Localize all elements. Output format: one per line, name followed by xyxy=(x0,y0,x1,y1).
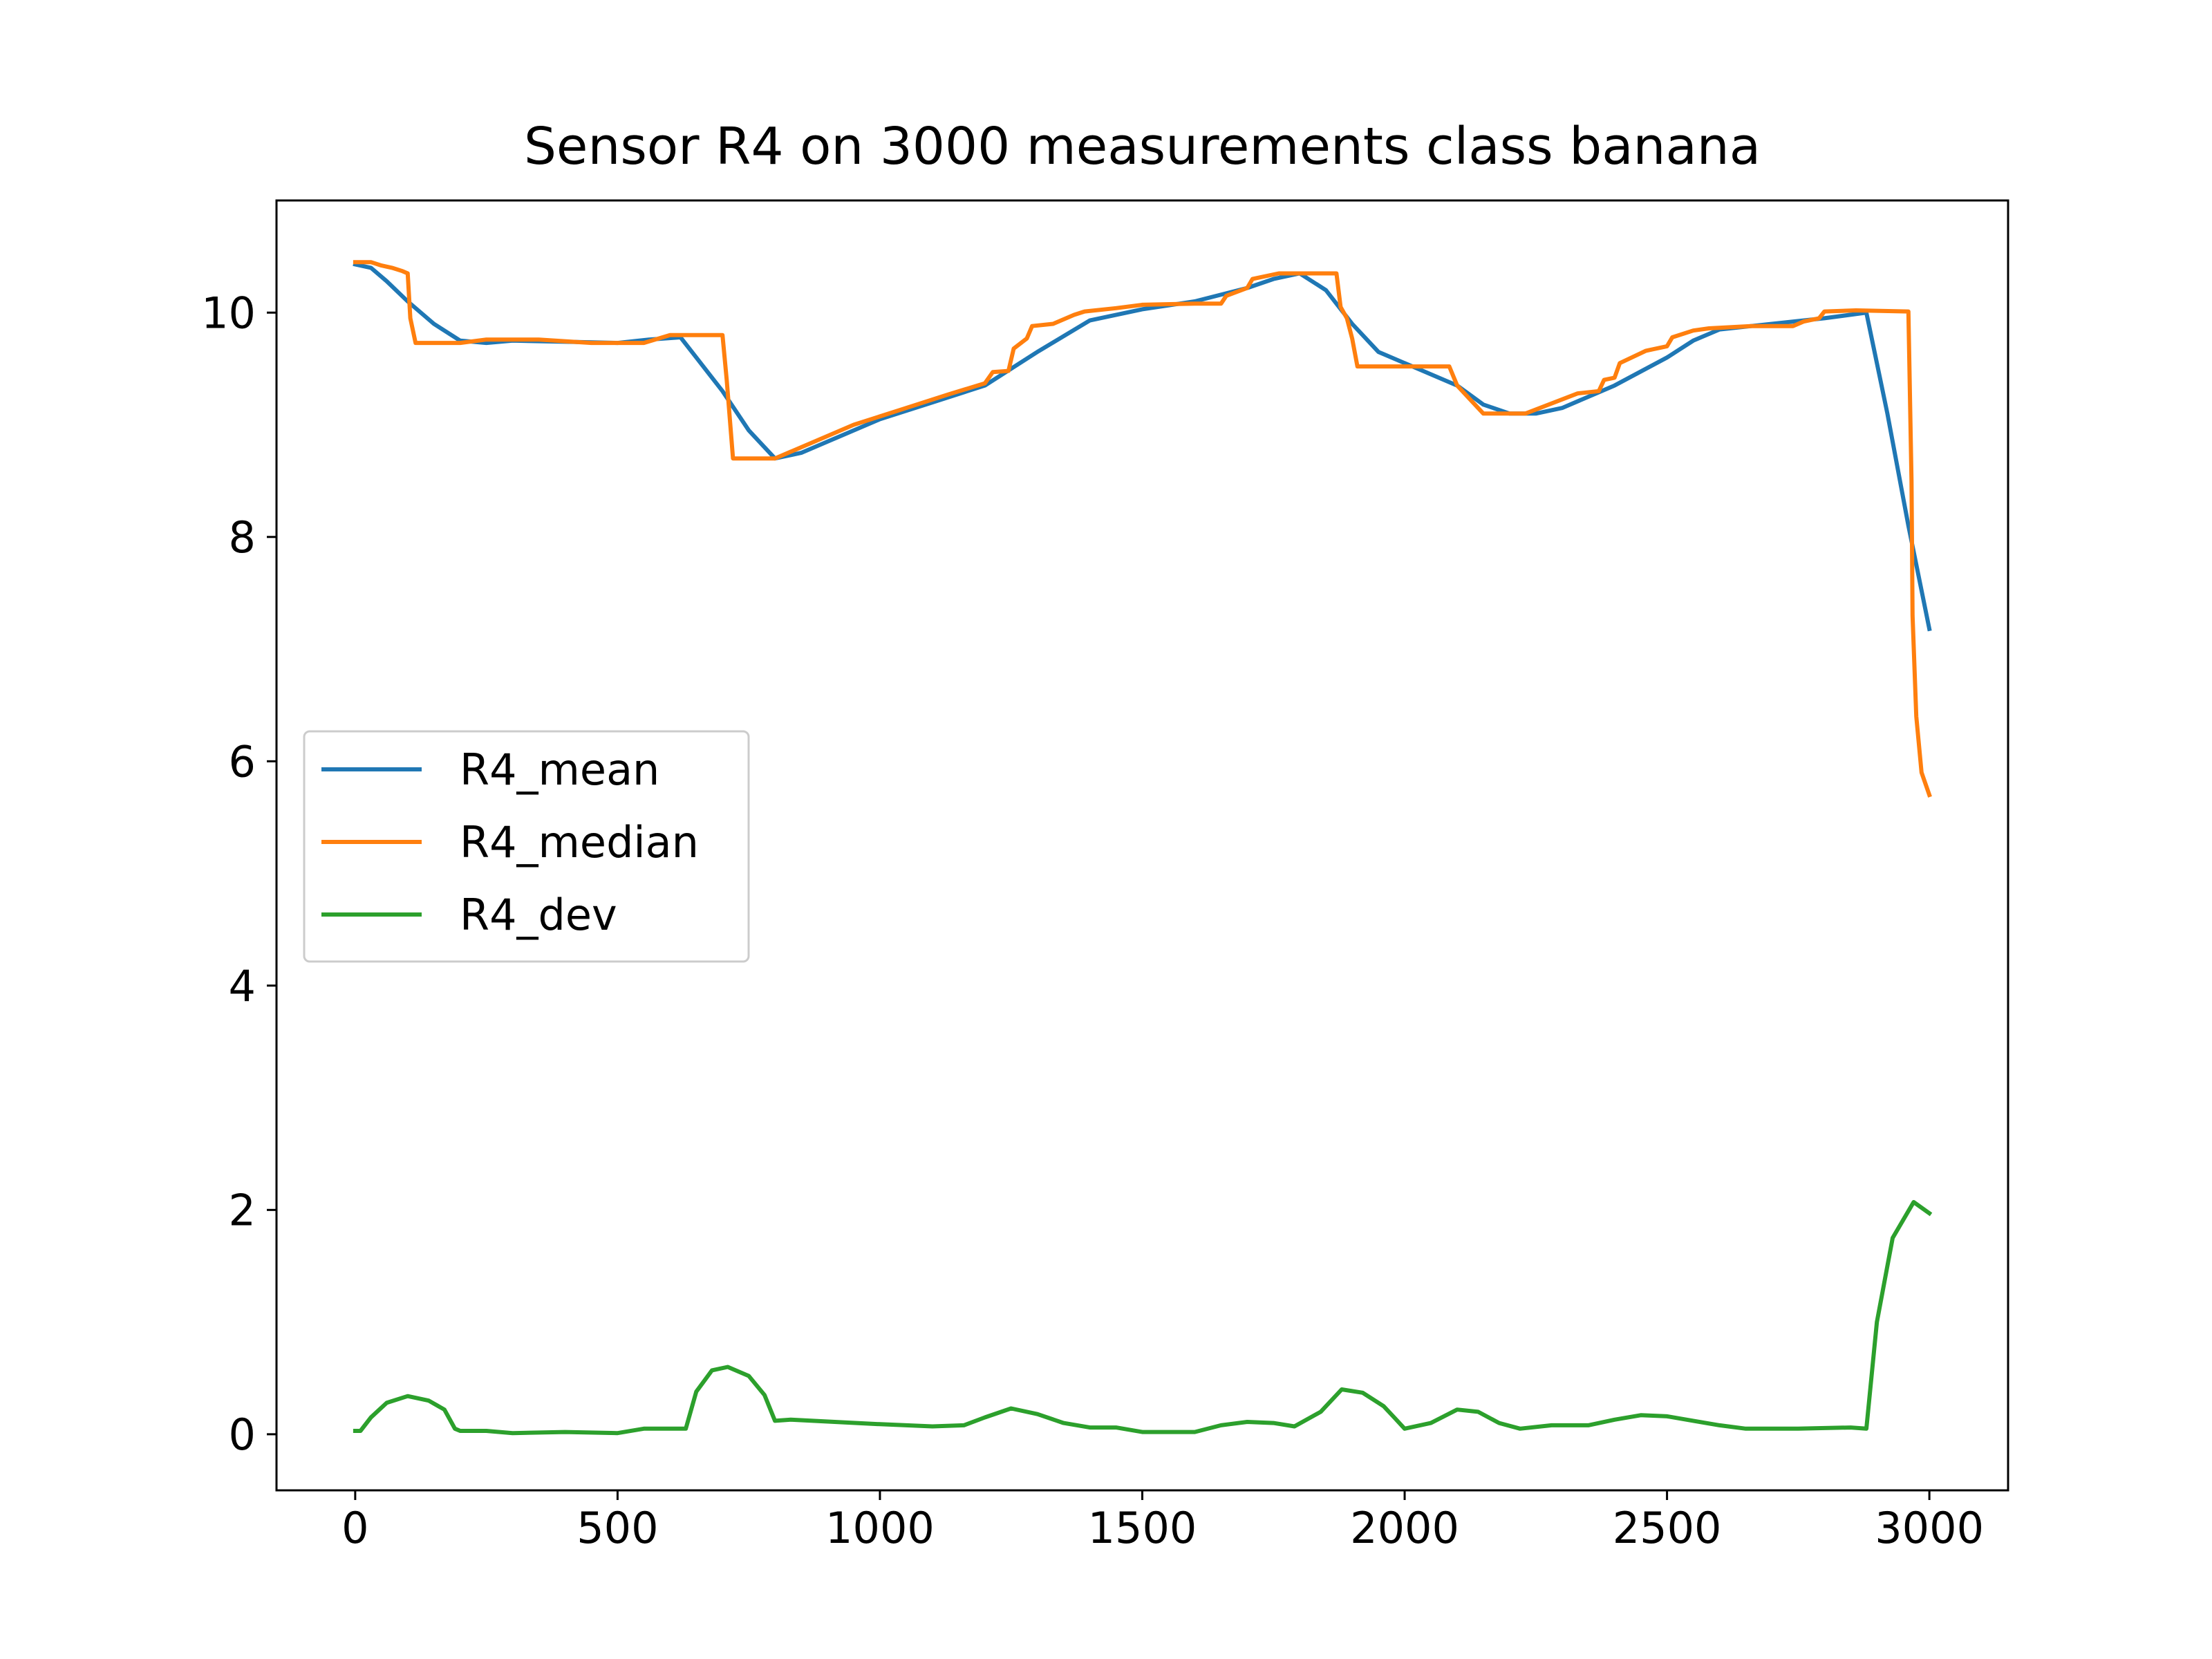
legend-label: R4_mean xyxy=(460,744,659,795)
y-tick-label: 6 xyxy=(229,736,256,787)
x-tick-label: 1500 xyxy=(1088,1503,1197,1553)
x-tick-label: 3000 xyxy=(1875,1503,1984,1553)
series-line-R4_dev xyxy=(353,1200,1933,1436)
x-tick-label: 0 xyxy=(341,1503,368,1553)
x-tick-label: 1000 xyxy=(825,1503,935,1553)
series-layer xyxy=(353,260,1933,1436)
y-tick-label: 0 xyxy=(229,1409,256,1460)
series-line-R4_mean xyxy=(353,261,1932,632)
y-tick-label: 10 xyxy=(201,288,256,338)
y-tick-label: 4 xyxy=(229,961,256,1011)
legend-label: R4_median xyxy=(460,817,699,868)
x-axis: 0 500 1000 1500 2000 2500 3000 xyxy=(341,1490,1984,1553)
x-tick-label: 2500 xyxy=(1613,1503,1722,1553)
legend-box xyxy=(303,730,750,963)
legend: R4_mean R4_median R4_dev xyxy=(303,730,750,963)
x-tick-label: 500 xyxy=(577,1503,658,1553)
chart-title: Sensor R4 on 3000 measurements class ban… xyxy=(524,117,1761,176)
legend-label: R4_dev xyxy=(460,890,617,940)
y-tick-label: 2 xyxy=(229,1185,256,1235)
series-line-R4_median xyxy=(353,260,1932,798)
x-tick-label: 2000 xyxy=(1350,1503,1459,1553)
y-axis: 0 2 4 6 8 10 xyxy=(201,288,276,1460)
y-tick-label: 8 xyxy=(229,512,256,563)
